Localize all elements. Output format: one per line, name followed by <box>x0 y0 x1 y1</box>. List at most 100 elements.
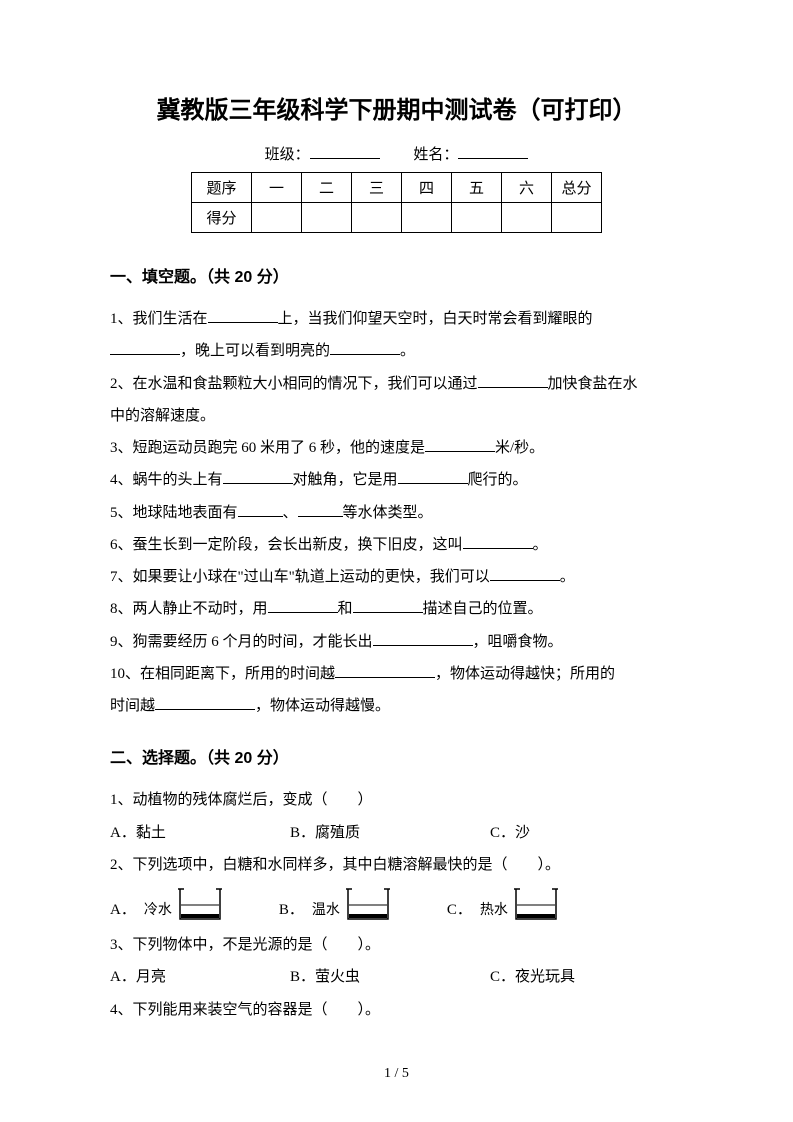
choice-label: A． <box>110 900 136 923</box>
q-text: 米/秒。 <box>495 440 544 456</box>
q-text: 9、狗需要经历 6 个月的时间，才能长出 <box>110 634 373 650</box>
beaker-temp-label: 热水 <box>480 901 508 923</box>
fill-blank[interactable] <box>463 534 533 549</box>
q-text: 、 <box>283 505 298 521</box>
fill-blank[interactable] <box>398 469 468 484</box>
q-text: 1、我们生活在 <box>110 311 208 327</box>
choice-label: C． <box>447 900 472 923</box>
question-5: 5、地球陆地表面有、等水体类型。 <box>110 497 683 529</box>
choice-c-beaker[interactable]: C． 热水 <box>447 887 560 923</box>
beaker-icon <box>176 887 224 923</box>
fill-blank[interactable] <box>208 308 278 323</box>
score-cell[interactable] <box>252 203 302 233</box>
choice-b[interactable]: B．萤火虫 <box>290 961 490 993</box>
question-2-4: 4、下列能用来装空气的容器是（ ）。 <box>110 994 683 1026</box>
fill-blank[interactable] <box>330 340 400 355</box>
choice-c[interactable]: C．夜光玩具 <box>490 961 640 993</box>
fill-blank[interactable] <box>155 695 255 710</box>
student-info-row: 班级： 姓名： <box>110 143 683 164</box>
question-10: 10、在相同距离下，所用的时间越 ，物体运动得越快；所用的 时间越 ，物体运动得越慢… <box>110 658 683 723</box>
q-text: 10、在相同距离下，所用的时间越 <box>110 666 335 682</box>
score-cell[interactable] <box>452 203 502 233</box>
section-2-title: 二、选择题。（共 20 分） <box>110 744 683 768</box>
question-2-2: 2、下列选项中，白糖和水同样多，其中白糖溶解最快的是（ ）。 <box>110 849 683 881</box>
name-label: 姓名： <box>413 147 458 163</box>
fill-blank[interactable] <box>335 663 435 678</box>
question-8: 8、两人静止不动时，用 和 描述自己的位置。 <box>110 593 683 625</box>
name-blank[interactable] <box>458 158 528 159</box>
score-cell[interactable] <box>502 203 552 233</box>
q-text: 8、两人静止不动时，用 <box>110 601 268 617</box>
score-cell[interactable] <box>552 203 602 233</box>
q-text: ，晚上可以看到明亮的 <box>180 343 330 359</box>
choice-a[interactable]: A．月亮 <box>110 961 290 993</box>
choice-row: A．黏土 B．腐殖质 C．沙 <box>110 817 683 849</box>
question-2: 2、在水温和食盐颗粒大小相同的情况下，我们可以通过 加快食盐在水 中的溶解速度。 <box>110 368 683 433</box>
q-text: 中的溶解速度。 <box>110 408 215 424</box>
choice-b-beaker[interactable]: B． 温水 <box>279 887 392 923</box>
choice-b[interactable]: B．腐殖质 <box>290 817 490 849</box>
col-header: 四 <box>402 173 452 203</box>
col-header: 总分 <box>552 173 602 203</box>
q-text: ，咀嚼食物。 <box>473 634 563 650</box>
beaker-row: A． 冷水 B． 温水 C． 热水 <box>110 887 683 923</box>
table-row: 得分 <box>192 203 602 233</box>
row-label: 题序 <box>192 173 252 203</box>
q-text: 对触角，它是用 <box>293 472 398 488</box>
section-1-title: 一、填空题。（共 20 分） <box>110 263 683 287</box>
fill-blank[interactable] <box>373 631 473 646</box>
score-cell[interactable] <box>352 203 402 233</box>
question-7: 7、如果要让小球在"过山车"轨道上运动的更快，我们可以。 <box>110 561 683 593</box>
question-2-3: 3、下列物体中，不是光源的是（ ）。 <box>110 929 683 961</box>
fill-blank[interactable] <box>268 598 338 613</box>
choice-a-beaker[interactable]: A． 冷水 <box>110 887 224 923</box>
question-6: 6、蚕生长到一定阶段，会长出新皮，换下旧皮，这叫。 <box>110 529 683 561</box>
choice-c[interactable]: C．沙 <box>490 817 640 849</box>
score-cell[interactable] <box>302 203 352 233</box>
score-cell[interactable] <box>402 203 452 233</box>
choice-a[interactable]: A．黏土 <box>110 817 290 849</box>
choice-row: A．月亮 B．萤火虫 C．夜光玩具 <box>110 961 683 993</box>
q-text: 4、蜗牛的头上有 <box>110 472 223 488</box>
fill-blank[interactable] <box>353 598 423 613</box>
col-header: 三 <box>352 173 402 203</box>
page-number: 1 / 5 <box>0 1066 793 1082</box>
col-header: 一 <box>252 173 302 203</box>
question-1: 1、我们生活在 上，当我们仰望天空时，白天时常会看到耀眼的 ，晚上可以看到明亮的 。 <box>110 303 683 368</box>
q-text: 等水体类型。 <box>343 505 433 521</box>
table-row: 题序 一 二 三 四 五 六 总分 <box>192 173 602 203</box>
fill-blank[interactable] <box>110 340 180 355</box>
q-text: 和 <box>338 601 353 617</box>
q-text: 爬行的。 <box>468 472 528 488</box>
fill-blank[interactable] <box>478 373 548 388</box>
q-text: ，物体运动得越快；所用的 <box>435 666 615 682</box>
score-table: 题序 一 二 三 四 五 六 总分 得分 <box>191 172 602 233</box>
q-text: 描述自己的位置。 <box>423 601 543 617</box>
choice-label: B． <box>279 900 304 923</box>
fill-blank[interactable] <box>223 469 293 484</box>
class-blank[interactable] <box>310 158 380 159</box>
beaker-temp-label: 冷水 <box>144 901 172 923</box>
q-text: ，物体运动得越慢。 <box>255 698 390 714</box>
fill-blank[interactable] <box>238 502 283 517</box>
q-text: 上，当我们仰望天空时，白天时常会看到耀眼的 <box>278 311 593 327</box>
q-text: 2、在水温和食盐颗粒大小相同的情况下，我们可以通过 <box>110 376 478 392</box>
q-text: 时间越 <box>110 698 155 714</box>
fill-blank[interactable] <box>298 502 343 517</box>
q-text: 3、短跑运动员跑完 60 米用了 6 秒，他的速度是 <box>110 440 425 456</box>
q-text: 。 <box>400 343 415 359</box>
fill-blank[interactable] <box>425 437 495 452</box>
col-header: 六 <box>502 173 552 203</box>
class-label: 班级： <box>265 147 310 163</box>
question-3: 3、短跑运动员跑完 60 米用了 6 秒，他的速度是 米/秒。 <box>110 432 683 464</box>
question-4: 4、蜗牛的头上有 对触角，它是用 爬行的。 <box>110 464 683 496</box>
fill-blank[interactable] <box>490 566 560 581</box>
question-9: 9、狗需要经历 6 个月的时间，才能长出 ，咀嚼食物。 <box>110 626 683 658</box>
col-header: 五 <box>452 173 502 203</box>
q-text: 加快食盐在水 <box>548 376 638 392</box>
row-label: 得分 <box>192 203 252 233</box>
beaker-icon <box>512 887 560 923</box>
question-2-1: 1、动植物的残体腐烂后，变成（ ） <box>110 784 683 816</box>
q-text: 7、如果要让小球在"过山车"轨道上运动的更快，我们可以 <box>110 569 490 585</box>
exam-title: 冀教版三年级科学下册期中测试卷（可打印） <box>110 90 683 125</box>
